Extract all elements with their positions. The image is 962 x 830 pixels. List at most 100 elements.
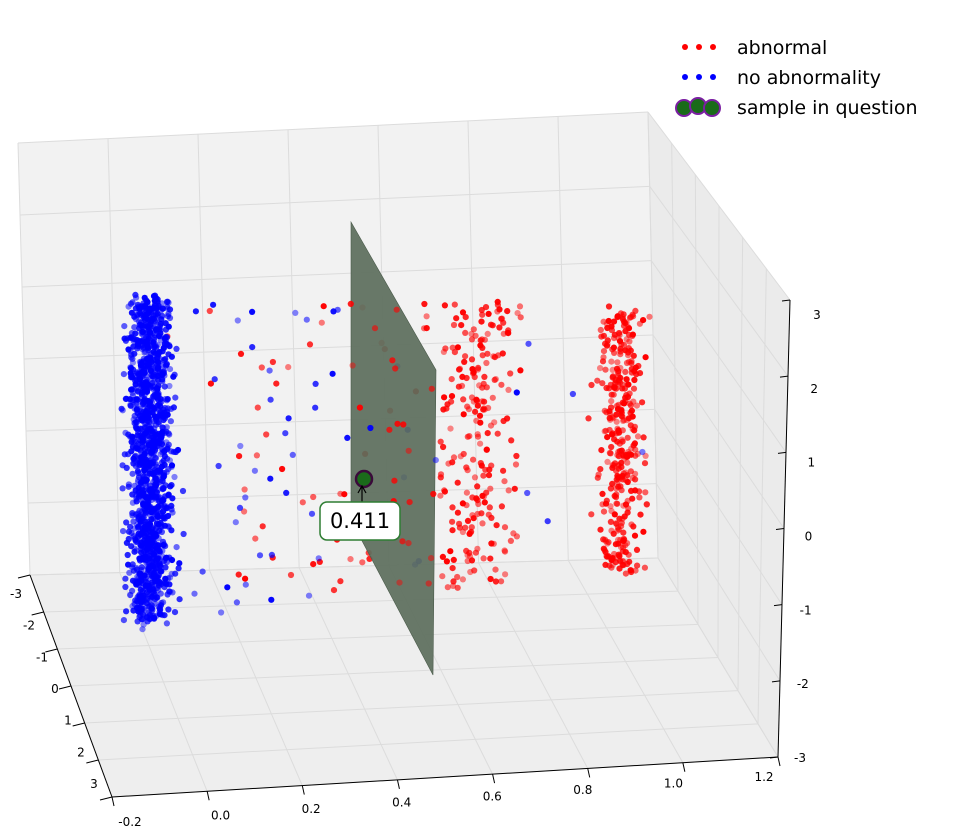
data-point-no-abnormality <box>130 455 137 462</box>
data-point-no-abnormality <box>199 568 206 575</box>
data-point-abnormal <box>600 508 608 515</box>
data-point-no-abnormality <box>176 596 183 603</box>
data-point-abnormal <box>636 494 643 501</box>
gridline-right-y <box>671 143 679 592</box>
data-point-no-abnormality <box>161 429 168 436</box>
data-point-no-abnormality <box>138 389 145 396</box>
data-point-abnormal <box>279 465 286 473</box>
data-point-abnormal <box>625 505 632 512</box>
data-point-abnormal <box>479 311 486 318</box>
x-axis-line <box>111 756 779 798</box>
data-point-abnormal <box>468 524 475 531</box>
data-point-no-abnormality <box>156 609 163 616</box>
x-tick-label: 0.0 <box>211 809 230 823</box>
data-point-no-abnormality <box>121 323 128 330</box>
data-point-abnormal <box>616 338 624 345</box>
data-point-abnormal <box>464 403 471 410</box>
data-point-abnormal <box>624 497 631 504</box>
data-point-no-abnormality <box>141 396 149 403</box>
data-point-abnormal <box>618 464 625 471</box>
data-point-abnormal <box>632 470 639 477</box>
data-point-abnormal <box>462 314 469 321</box>
data-point-abnormal <box>453 315 460 322</box>
x-tick-label: 1.0 <box>664 776 683 790</box>
data-point-no-abnormality <box>122 575 129 582</box>
data-point-no-abnormality <box>137 531 144 539</box>
data-point-abnormal <box>588 381 595 389</box>
tick-labels: -0.2 0.0 0.2 0.4 0.6 0.8 1.0 1.2 -3 -2 -1 0 1 2 3 -3 -2 -… <box>10 299 821 829</box>
data-point-no-abnormality <box>143 600 150 607</box>
data-point-abnormal <box>337 490 344 497</box>
data-point-no-abnormality <box>140 322 147 329</box>
data-point-abnormal <box>392 365 399 372</box>
data-point-abnormal <box>441 488 448 495</box>
data-point-no-abnormality <box>148 555 155 562</box>
data-point-abnormal <box>468 557 476 564</box>
data-point-abnormal <box>486 504 493 511</box>
data-point-abnormal <box>625 381 632 388</box>
data-point-no-abnormality <box>143 529 150 536</box>
data-point-abnormal <box>636 320 644 327</box>
data-point-abnormal <box>611 511 618 518</box>
data-point-abnormal <box>479 344 486 351</box>
data-point-no-abnormality <box>161 383 168 390</box>
data-point-no-abnormality <box>256 552 264 559</box>
data-point-abnormal <box>508 437 515 444</box>
data-point-no-abnormality <box>161 335 168 342</box>
y-tick-mark <box>86 759 99 764</box>
z-tick-label: 3 <box>813 308 821 322</box>
data-point-no-abnormality <box>134 409 141 417</box>
data-point-abnormal <box>517 367 524 374</box>
data-point-no-abnormality <box>163 558 171 566</box>
data-point-no-abnormality <box>133 493 140 500</box>
data-point-no-abnormality <box>164 455 171 462</box>
data-point-abnormal <box>487 485 494 492</box>
data-point-no-abnormality <box>142 424 149 431</box>
data-point-no-abnormality <box>131 600 138 608</box>
data-point-abnormal <box>485 511 492 518</box>
data-point-no-abnormality <box>249 344 256 351</box>
data-point-abnormal <box>608 443 615 451</box>
data-point-abnormal <box>391 477 398 484</box>
data-point-no-abnormality <box>160 514 167 522</box>
data-point-no-abnormality <box>158 398 165 405</box>
data-point-abnormal <box>632 364 639 371</box>
data-point-abnormal <box>496 324 503 331</box>
data-point-no-abnormality <box>165 323 172 330</box>
data-point-no-abnormality <box>138 577 145 584</box>
data-point-abnormal <box>610 391 617 398</box>
data-point-abnormal <box>430 490 437 498</box>
data-point-abnormal <box>600 348 608 355</box>
data-point-abnormal <box>628 360 635 367</box>
data-point-no-abnormality <box>128 372 135 379</box>
data-point-abnormal <box>624 459 631 466</box>
data-point-no-abnormality <box>312 380 319 387</box>
data-point-no-abnormality <box>210 301 217 308</box>
data-point-no-abnormality <box>138 454 145 461</box>
legend-entry-sample-in-question: sample in question <box>675 97 918 119</box>
data-point-abnormal <box>611 460 619 467</box>
data-point-abnormal <box>460 411 467 418</box>
data-point-no-abnormality <box>137 542 145 549</box>
data-point-abnormal <box>585 415 592 422</box>
gridline-right-y <box>737 237 744 691</box>
data-point-abnormal <box>604 324 611 332</box>
z-tick-mark <box>771 680 781 683</box>
data-point-abnormal <box>500 467 507 474</box>
data-point-abnormal <box>479 520 486 527</box>
data-point-abnormal <box>614 425 621 432</box>
data-point-no-abnormality <box>149 593 156 601</box>
data-point-no-abnormality <box>120 617 127 624</box>
data-point-no-abnormality <box>157 602 164 609</box>
data-point-abnormal <box>479 352 486 359</box>
data-point-abnormal <box>306 341 314 348</box>
data-point-no-abnormality <box>148 488 155 495</box>
data-point-no-abnormality <box>125 528 133 535</box>
data-point-abnormal <box>616 515 623 522</box>
data-point-abnormal <box>631 532 639 539</box>
data-point-no-abnormality <box>232 519 239 526</box>
data-point-abnormal <box>470 456 477 463</box>
y-tick-mark <box>58 685 72 690</box>
data-point-abnormal <box>634 562 641 569</box>
data-point-abnormal <box>421 300 428 308</box>
